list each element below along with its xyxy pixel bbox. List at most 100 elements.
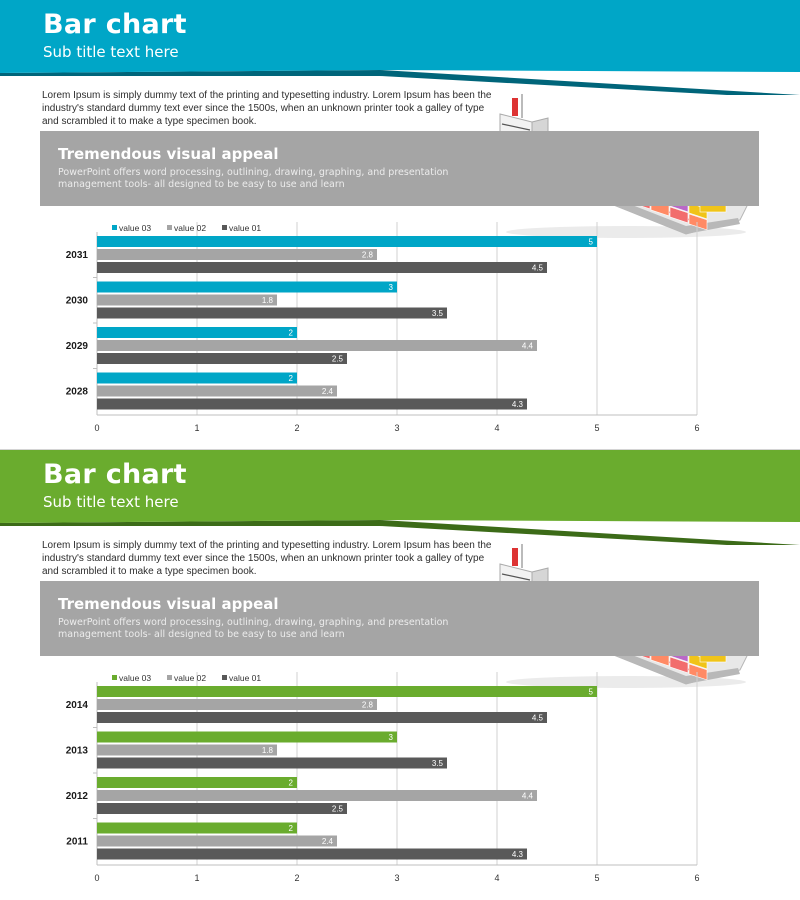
bar bbox=[97, 307, 447, 319]
slide-subtitle: Sub title text here bbox=[43, 43, 179, 61]
bar-chart: 0 1 2 3 4 5 6 2014 5 2.8 4.5 2013 3 1.8 3.5 2012 2 4.4 2.5… bbox=[66, 672, 700, 883]
bar bbox=[97, 236, 597, 247]
x-tick-label: 2 bbox=[294, 873, 299, 883]
bar-data-label: 2.4 bbox=[322, 387, 334, 396]
bar-data-label: 2.5 bbox=[332, 355, 344, 364]
ship-bridge-window bbox=[501, 123, 531, 131]
bar-data-label: 4.5 bbox=[532, 714, 544, 723]
bar-data-label: 2.8 bbox=[362, 701, 374, 710]
bar-data-label: 4.4 bbox=[522, 342, 534, 351]
x-tick-label: 0 bbox=[94, 873, 99, 883]
bar bbox=[97, 340, 537, 351]
chart-plot-area: 0 1 2 3 4 5 6 2014 5 2.8 4.5 2013 3 1.8 3.5 2012 2 4.4 2.5… bbox=[66, 672, 700, 883]
slide-2: Bar chart Sub title text here Lorem Ipsu… bbox=[0, 450, 800, 900]
legend-label: value 03 bbox=[119, 673, 151, 683]
bar bbox=[97, 385, 337, 397]
slide-title: Bar chart bbox=[43, 9, 187, 40]
legend-label: value 02 bbox=[174, 223, 206, 233]
ship-hull-side bbox=[496, 152, 740, 234]
body-paragraph: Lorem Ipsum is simply dummy text of the … bbox=[42, 540, 492, 577]
ship-container bbox=[669, 656, 689, 674]
slide-subtitle: Sub title text here bbox=[43, 493, 179, 511]
legend-swatch bbox=[222, 675, 227, 680]
x-tick-label: 6 bbox=[694, 873, 699, 883]
bar-data-label: 4.5 bbox=[532, 264, 544, 273]
legend-label: value 03 bbox=[119, 223, 151, 233]
category-label: 2029 bbox=[66, 341, 89, 352]
bar bbox=[97, 848, 527, 860]
bar-data-label: 1.8 bbox=[262, 746, 274, 755]
category-label: 2028 bbox=[66, 387, 89, 398]
bar-data-label: 2 bbox=[289, 824, 294, 833]
ship-container bbox=[688, 663, 708, 681]
legend-label: value 02 bbox=[174, 673, 206, 683]
bar bbox=[97, 398, 527, 410]
bar-data-label: 1.8 bbox=[262, 296, 274, 305]
bar-data-label: 5 bbox=[589, 688, 594, 697]
x-tick-label: 3 bbox=[394, 423, 399, 433]
legend-label: value 01 bbox=[229, 223, 261, 233]
bar-data-label: 2 bbox=[289, 329, 294, 338]
ship-bridge-window bbox=[501, 573, 531, 581]
legend-swatch bbox=[112, 225, 117, 230]
bar bbox=[97, 744, 277, 756]
bar-data-label: 3 bbox=[389, 733, 394, 742]
header-background bbox=[0, 450, 800, 523]
bar bbox=[97, 822, 297, 834]
slide-title: Bar chart bbox=[43, 459, 187, 490]
bar bbox=[97, 249, 377, 260]
x-tick-label: 6 bbox=[694, 423, 699, 433]
bar-data-label: 2.8 bbox=[362, 251, 374, 260]
bar bbox=[97, 712, 547, 723]
bar bbox=[97, 294, 277, 306]
callout-text: PowerPoint offers word processing, outli… bbox=[58, 617, 449, 640]
bar-data-label: 3 bbox=[389, 283, 394, 292]
x-tick-label: 1 bbox=[194, 423, 199, 433]
legend-swatch bbox=[112, 675, 117, 680]
callout-text: PowerPoint offers word processing, outli… bbox=[58, 167, 449, 190]
header-background bbox=[0, 0, 800, 73]
bar bbox=[97, 281, 397, 293]
bar-data-label: 3.5 bbox=[432, 309, 444, 318]
x-tick-label: 4 bbox=[494, 423, 499, 433]
bar-data-label: 4.3 bbox=[512, 400, 524, 409]
bar-data-label: 2.5 bbox=[332, 805, 344, 814]
bar bbox=[97, 835, 337, 847]
ship-funnel bbox=[512, 548, 518, 566]
bar-data-label: 2 bbox=[289, 779, 294, 788]
bar-data-label: 4.4 bbox=[522, 792, 534, 801]
chart-plot-area: 0 1 2 3 4 5 6 2031 5 2.8 4.5 2030 3 1.8 3.5 2029 2 4.4 2.5… bbox=[66, 222, 700, 433]
header-band bbox=[0, 0, 800, 95]
legend-swatch bbox=[167, 225, 172, 230]
bar bbox=[97, 686, 597, 697]
header-band bbox=[0, 450, 800, 545]
legend-swatch bbox=[167, 675, 172, 680]
category-label: 2014 bbox=[66, 700, 89, 711]
category-label: 2013 bbox=[66, 746, 89, 757]
ship-hull-side bbox=[496, 602, 740, 684]
body-paragraph: Lorem Ipsum is simply dummy text of the … bbox=[42, 90, 492, 127]
bar bbox=[97, 699, 377, 710]
bar-data-label: 5 bbox=[589, 238, 594, 247]
bar bbox=[97, 777, 297, 788]
callout-band: Tremendous visual appeal PowerPoint offe… bbox=[40, 131, 759, 206]
x-tick-label: 3 bbox=[394, 873, 399, 883]
category-label: 2012 bbox=[66, 791, 89, 802]
bar-data-label: 2.4 bbox=[322, 837, 334, 846]
x-tick-label: 5 bbox=[594, 423, 599, 433]
x-tick-label: 0 bbox=[94, 423, 99, 433]
bar bbox=[97, 372, 297, 384]
category-label: 2030 bbox=[66, 296, 89, 307]
ship-container bbox=[669, 206, 689, 224]
legend-label: value 01 bbox=[229, 673, 261, 683]
callout-heading: Tremendous visual appeal bbox=[58, 145, 279, 163]
bar bbox=[97, 803, 347, 814]
bar bbox=[97, 262, 547, 273]
header-shadow-stripe bbox=[0, 70, 800, 95]
legend-swatch bbox=[222, 225, 227, 230]
x-tick-label: 1 bbox=[194, 873, 199, 883]
bar-data-label: 4.3 bbox=[512, 850, 524, 859]
slide-1: Bar chart Sub title text here Lorem Ipsu… bbox=[0, 0, 800, 450]
bar-chart: 0 1 2 3 4 5 6 2031 5 2.8 4.5 2030 3 1.8 3.5 2029 2 4.4 2.5… bbox=[66, 222, 700, 433]
callout-heading: Tremendous visual appeal bbox=[58, 595, 279, 613]
